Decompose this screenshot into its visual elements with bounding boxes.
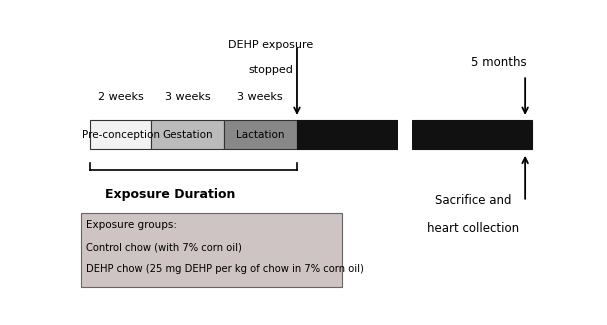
Text: DEHP exposure: DEHP exposure xyxy=(228,40,314,50)
Text: 2 weeks: 2 weeks xyxy=(98,92,143,101)
Text: 3 weeks: 3 weeks xyxy=(164,92,210,101)
Text: 5 months: 5 months xyxy=(472,56,527,69)
Text: stopped: stopped xyxy=(249,65,294,75)
Bar xyxy=(90,120,151,149)
Text: Pre-conception: Pre-conception xyxy=(81,130,160,140)
Text: DEHP chow (25 mg DEHP per kg of chow in 7% corn oil): DEHP chow (25 mg DEHP per kg of chow in … xyxy=(86,265,364,275)
Text: 3 weeks: 3 weeks xyxy=(237,92,283,101)
Bar xyxy=(81,213,342,287)
Bar xyxy=(412,120,532,149)
Bar xyxy=(224,120,297,149)
Text: Lactation: Lactation xyxy=(236,130,285,140)
Text: Control chow (with 7% corn oil): Control chow (with 7% corn oil) xyxy=(86,242,242,253)
Text: heart collection: heart collection xyxy=(427,222,520,235)
Bar xyxy=(151,120,224,149)
Text: Exposure Duration: Exposure Duration xyxy=(105,188,235,201)
Text: Gestation: Gestation xyxy=(162,130,213,140)
Text: Exposure groups:: Exposure groups: xyxy=(86,220,177,230)
Text: Sacrifice and: Sacrifice and xyxy=(435,194,512,207)
Bar xyxy=(297,120,398,149)
Bar xyxy=(398,115,412,154)
